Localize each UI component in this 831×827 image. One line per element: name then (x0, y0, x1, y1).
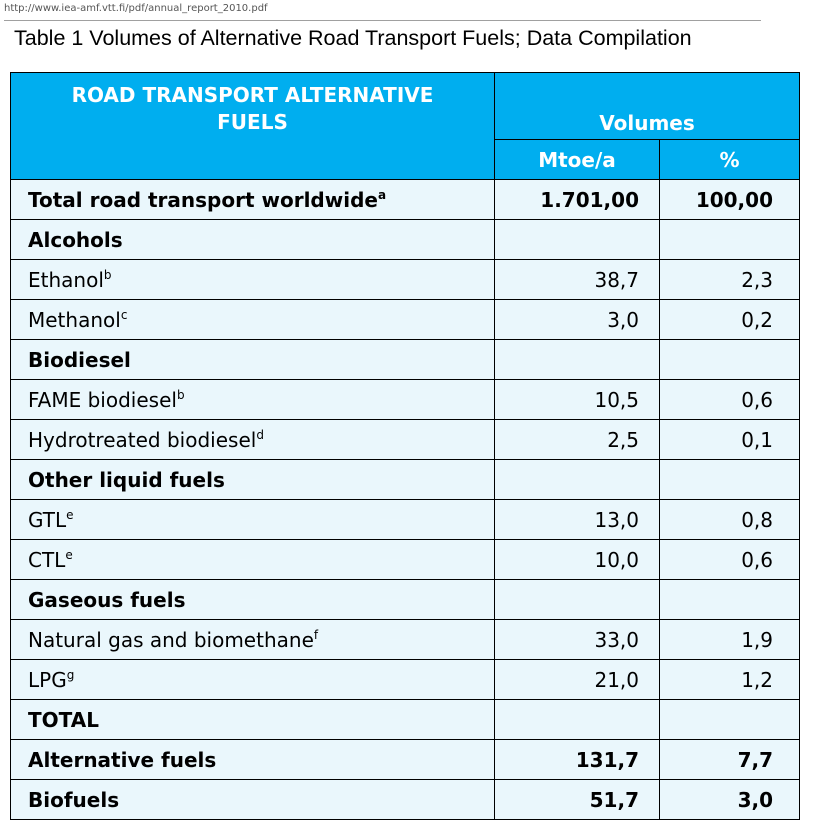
footnote-marker: d (256, 427, 264, 442)
mtoe-value: 13,0 (494, 499, 660, 540)
mtoe-value: 131,7 (494, 739, 660, 780)
table-row: Natural gas and biomethanef 33,0 1,9 (10, 619, 800, 660)
mtoe-value: 38,7 (494, 259, 660, 300)
header-fuel-category: ROAD TRANSPORT ALTERNATIVE FUELS (10, 72, 495, 180)
row-label-cell: Other liquid fuels (10, 459, 495, 500)
table-caption: Table 1 Volumes of Alternative Road Tran… (14, 26, 692, 50)
row-label: FAME biodiesel (28, 387, 177, 412)
row-label: Natural gas and biomethane (28, 627, 314, 652)
row-label: Hydrotreated biodiesel (28, 427, 257, 452)
row-label-cell: Alcohols (10, 219, 495, 260)
percent-value: 0,6 (659, 379, 800, 420)
percent-value: 1,9 (659, 619, 800, 660)
row-label-cell: Alternative fuels (10, 739, 495, 780)
row-label: LPG (28, 667, 67, 692)
percent-value (659, 579, 800, 620)
table-row: Gaseous fuels (10, 579, 800, 620)
percent-value: 0,1 (659, 419, 800, 460)
mtoe-value: 3,0 (494, 299, 660, 340)
footnote-marker: b (103, 267, 112, 282)
row-label-cell: Methanolc (10, 299, 495, 340)
row-label-cell: Ethanolb (10, 259, 495, 300)
row-label-cell: GTLe (10, 499, 495, 540)
mtoe-value (494, 459, 660, 500)
row-label: Ethanol (28, 267, 104, 292)
table-row: Hydrotreated biodieseld 2,5 0,1 (10, 419, 800, 460)
mtoe-value: 21,0 (494, 659, 660, 700)
source-url: http://www.iea-amf.vtt.fi/pdf/annual_rep… (4, 3, 268, 14)
table-row: Biofuels 51,7 3,0 (10, 779, 800, 820)
mtoe-value (494, 219, 660, 260)
row-label: CTL (28, 547, 66, 572)
row-label: Alcohols (28, 227, 123, 252)
percent-value: 2,3 (659, 259, 800, 300)
percent-value: 0,8 (659, 499, 800, 540)
mtoe-value: 1.701,00 (494, 179, 660, 220)
row-label-cell: TOTAL (10, 699, 495, 740)
fuel-volumes-table: ROAD TRANSPORT ALTERNATIVE FUELS Volumes… (10, 72, 800, 820)
percent-value (659, 459, 800, 500)
row-label-cell: Natural gas and biomethanef (10, 619, 495, 660)
row-label: GTL (28, 507, 67, 532)
table-row: Methanolc 3,0 0,2 (10, 299, 800, 340)
row-label: TOTAL (28, 707, 99, 732)
mtoe-value (494, 339, 660, 380)
footnote-marker: g (66, 667, 75, 682)
header-unit-mtoe: Mtoe/a (494, 139, 660, 180)
table-row: Total road transport worldwidea 1.701,00 1… (10, 179, 800, 220)
row-label: Biodiesel (28, 347, 131, 372)
header-unit-percent: % (659, 139, 800, 180)
table-row: CTLe 10,0 0,6 (10, 539, 800, 580)
row-label-cell: Biodiesel (10, 339, 495, 380)
row-label: Methanol (28, 307, 121, 332)
mtoe-value: 2,5 (494, 419, 660, 460)
row-label-cell: FAME biodieselb (10, 379, 495, 420)
mtoe-value: 33,0 (494, 619, 660, 660)
percent-value: 0,6 (659, 539, 800, 580)
row-label-cell: Hydrotreated biodieseld (10, 419, 495, 460)
table-row: Biodiesel (10, 339, 800, 380)
percent-value: 7,7 (659, 739, 800, 780)
row-label: Biofuels (28, 787, 120, 812)
percent-value (659, 219, 800, 260)
footnote-marker: c (120, 307, 128, 322)
mtoe-value (494, 579, 660, 620)
row-label-cell: LPGg (10, 659, 495, 700)
row-label-cell: CTLe (10, 539, 495, 580)
table-row: Alternative fuels 131,7 7,7 (10, 739, 800, 780)
header-volumes: Volumes (494, 72, 800, 140)
footnote-marker: a (377, 187, 387, 202)
percent-value: 100,00 (659, 179, 800, 220)
footnote-marker: b (176, 387, 185, 402)
row-label-cell: Total road transport worldwidea (10, 179, 495, 220)
table-row: GTLe 13,0 0,8 (10, 499, 800, 540)
percent-value: 0,2 (659, 299, 800, 340)
footnote-marker: e (66, 507, 74, 522)
percent-value: 3,0 (659, 779, 800, 820)
divider (4, 20, 761, 21)
header-fuel-category-line1: ROAD TRANSPORT ALTERNATIVE (71, 83, 434, 107)
table-row: TOTAL (10, 699, 800, 740)
row-label: Other liquid fuels (28, 467, 225, 492)
table-row: Alcohols (10, 219, 800, 260)
table-row: LPGg 21,0 1,2 (10, 659, 800, 700)
row-label: Total road transport worldwide (28, 187, 378, 212)
footnote-marker: f (313, 627, 319, 642)
footnote-marker: e (65, 547, 73, 562)
percent-value: 1,2 (659, 659, 800, 700)
row-label: Gaseous fuels (28, 587, 186, 612)
table-row: Other liquid fuels (10, 459, 800, 500)
table-row: Ethanolb 38,7 2,3 (10, 259, 800, 300)
mtoe-value: 10,5 (494, 379, 660, 420)
mtoe-value: 51,7 (494, 779, 660, 820)
row-label: Alternative fuels (28, 747, 217, 772)
percent-value (659, 339, 800, 380)
mtoe-value (494, 699, 660, 740)
row-label-cell: Gaseous fuels (10, 579, 495, 620)
table-row: FAME biodieselb 10,5 0,6 (10, 379, 800, 420)
percent-value (659, 699, 800, 740)
row-label-cell: Biofuels (10, 779, 495, 820)
mtoe-value: 10,0 (494, 539, 660, 580)
header-fuel-category-line2: FUELS (217, 110, 288, 134)
